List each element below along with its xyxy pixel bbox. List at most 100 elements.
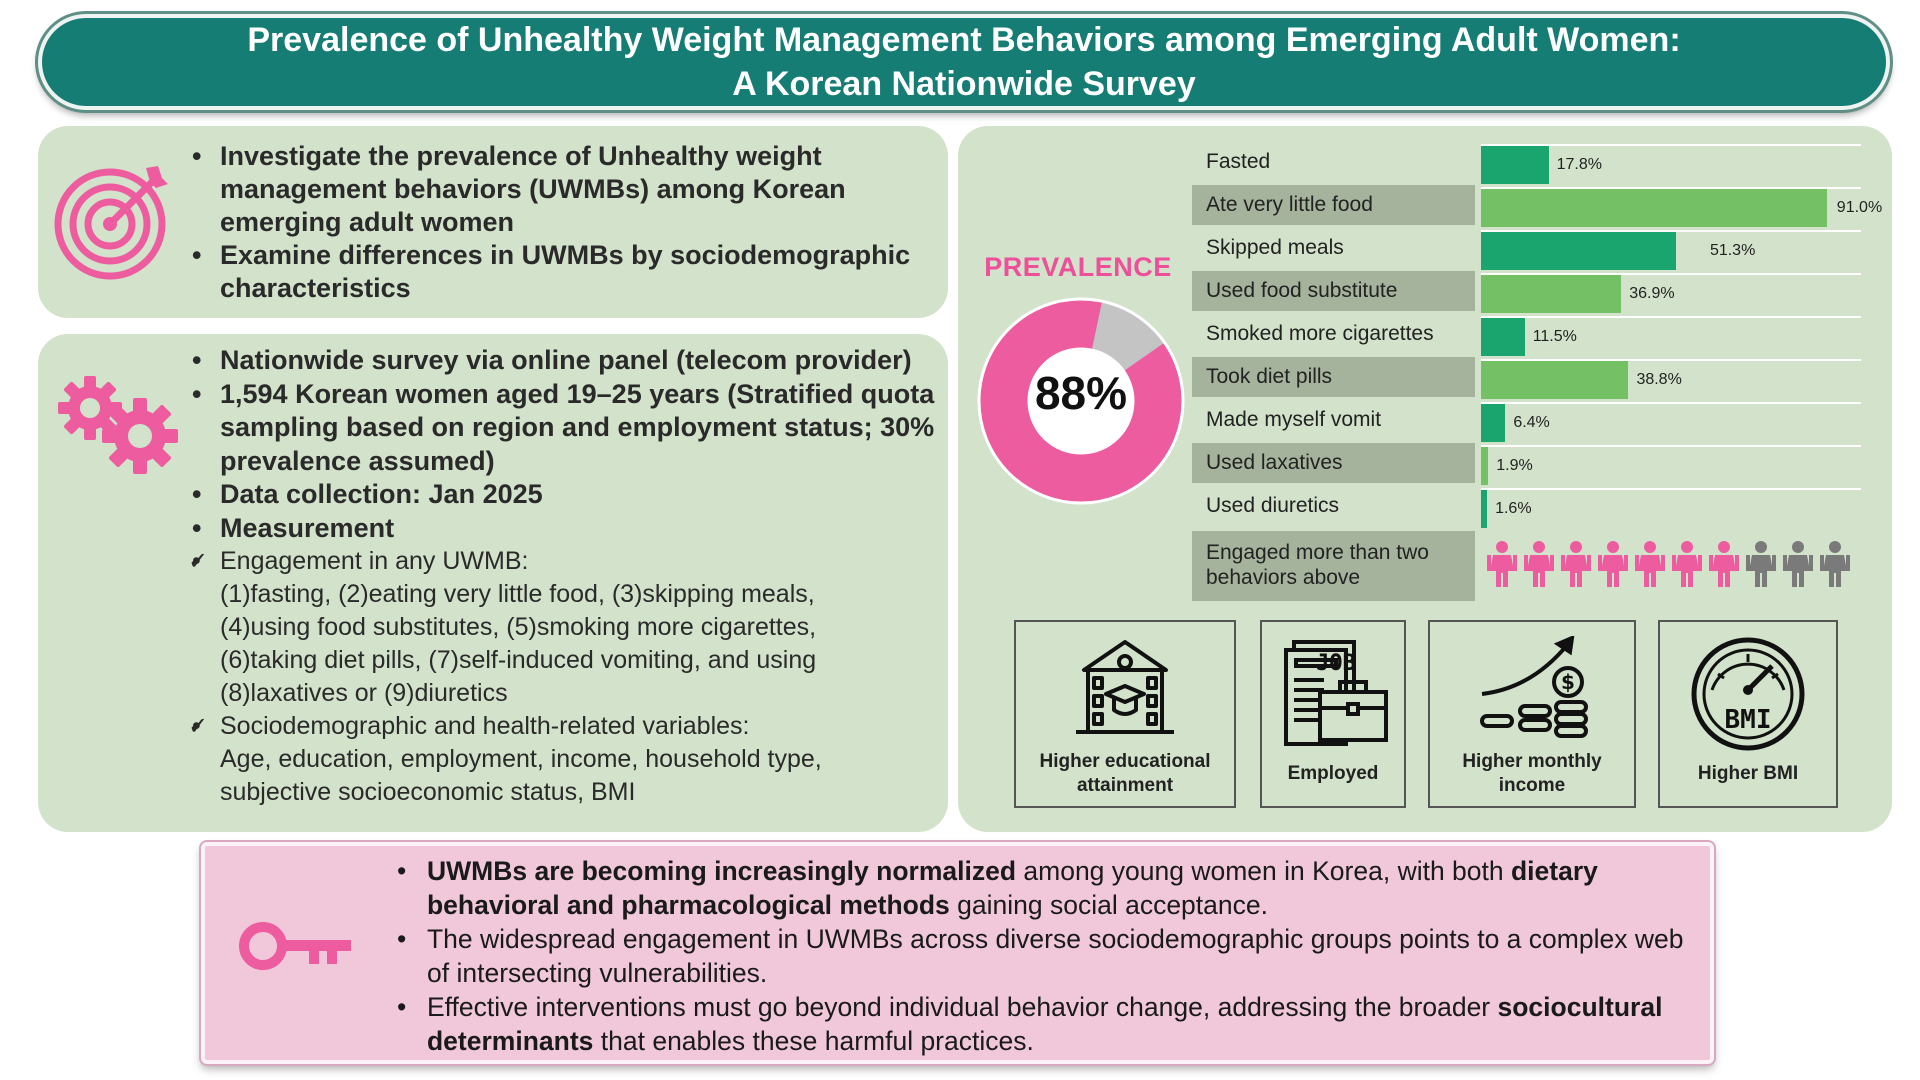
prevalence-value: 88%	[1034, 367, 1128, 419]
behavior-label: Used diuretics	[1206, 494, 1340, 517]
factor-label: Higher educational attainment	[1016, 750, 1234, 798]
multi-behavior-row: Engaged more than two behaviors above	[1192, 531, 1882, 601]
behavior-label: Used food substitute	[1192, 271, 1475, 311]
behavior-label: Used laxatives	[1192, 443, 1475, 483]
method-item: Data collection: Jan 2025	[188, 478, 938, 512]
measurement-list: ✓ Engagement in any UWMB: (1)fasting, (2…	[188, 545, 938, 809]
donut-hole	[1027, 347, 1135, 455]
behavior-value-label: 11.5%	[1532, 328, 1577, 345]
gears-icon	[58, 376, 178, 474]
behavior-bar	[1481, 189, 1827, 227]
objectives-panel: Investigate the prevalence of Unhealthy …	[38, 126, 948, 318]
behavior-bar	[1481, 490, 1488, 528]
behavior-bar-track: 1.9%	[1481, 445, 1861, 485]
behavior-value-label: 91.0%	[1836, 199, 1883, 216]
donut-ring-outline	[977, 297, 1185, 505]
conclusion-text: among young women in Korea, with both	[1016, 856, 1511, 886]
behavior-row: Made myself vomit 6.4%	[1192, 400, 1882, 443]
behavior-bar-track: 38.8%	[1481, 359, 1861, 399]
conclusion-panel: UWMBs are becoming increasingly normaliz…	[201, 842, 1714, 1064]
prevalence-label: PREVALENCE	[984, 252, 1172, 282]
results-panel: PREVALENCE 88% Fasted 17.8% Ate very littl…	[958, 126, 1892, 832]
income-growth-icon: $	[1480, 636, 1588, 738]
behavior-bar	[1481, 318, 1525, 356]
conclusion-text: gaining social acceptance.	[949, 890, 1268, 920]
check-icon: ✓	[188, 713, 209, 740]
title-banner: Prevalence of Unhealthy Weight Managemen…	[38, 14, 1890, 110]
measurement-item: ✓ Engagement in any UWMB: (1)fasting, (2…	[188, 545, 938, 710]
behavior-row: Used diuretics 1.6%	[1192, 486, 1882, 529]
measurement-heading: Measurement	[220, 512, 395, 543]
conclusion-text: Effective interventions must go beyond i…	[427, 992, 1498, 1022]
donut-prevalence-arc	[979, 299, 1183, 503]
behavior-label: Skipped meals	[1206, 236, 1344, 259]
measurement-item-line: (6)taking diet pills, (7)self-induced vo…	[220, 646, 817, 674]
behavior-bar	[1481, 361, 1629, 399]
behavior-value-label: 6.4%	[1513, 414, 1550, 431]
behavior-bar	[1481, 275, 1622, 313]
measurement-item-line: subjective socioeconomic status, BMI	[220, 778, 636, 806]
method-item: Measurement ✓ Engagement in any UWMB: (1…	[188, 512, 938, 810]
conclusion-emphasis: dietary behavioral and pharmacological m…	[427, 856, 1598, 920]
behavior-label: Fasted	[1206, 150, 1271, 173]
method-item: Nationwide survey via online panel (tele…	[188, 344, 938, 378]
factor-label-line: Higher educational	[1039, 751, 1211, 772]
behavior-bar	[1481, 232, 1676, 270]
people-icon-array	[1484, 541, 1864, 596]
prevalence-donut-chart	[977, 297, 1185, 505]
behavior-row: Ate very little food 91.0%	[1192, 185, 1882, 228]
objective-item: Investigate the prevalence of Unhealthy …	[188, 140, 938, 239]
page-title: Prevalence of Unhealthy Weight Managemen…	[184, 18, 1744, 106]
behavior-bar-track: 36.9%	[1481, 273, 1861, 313]
measurement-item-heading: Engagement in any UWMB:	[220, 547, 529, 575]
behavior-value-label: 17.8%	[1556, 156, 1602, 173]
measurement-item-line: (8)laxatives or (9)diuretics	[220, 679, 508, 707]
behavior-row: Used laxatives 1.9%	[1192, 443, 1882, 486]
objectives-list: Investigate the prevalence of Unhealthy …	[188, 140, 938, 305]
behavior-bar-track: 51.3%	[1481, 230, 1861, 270]
person-icon	[1635, 541, 1665, 587]
multi-behavior-label: Engaged more than two behaviors above	[1192, 531, 1475, 601]
factor-label-line: attainment	[1076, 775, 1174, 796]
behavior-bar-track: 6.4%	[1481, 402, 1861, 442]
person-icon	[1598, 541, 1628, 587]
factor-education: Higher educational attainment	[1014, 620, 1236, 808]
title-line-1: Prevalence of Unhealthy Weight Managemen…	[247, 21, 1681, 59]
behavior-label: Ate very little food	[1192, 185, 1475, 225]
behavior-bar-track: 17.8%	[1481, 144, 1861, 184]
person-icon	[1672, 541, 1702, 587]
factor-label-line: Employed	[1287, 763, 1379, 784]
method-item: 1,594 Korean women aged 19–25 years (Str…	[188, 378, 938, 479]
behavior-bar-chart: Fasted 17.8% Ate very little food 91.0% Skip…	[1192, 142, 1882, 529]
behavior-row: Skipped meals 51.3%	[1192, 228, 1882, 271]
behavior-bar-track: 1.6%	[1481, 488, 1861, 528]
target-icon	[54, 166, 168, 280]
job-briefcase-icon: JOB	[1284, 640, 1388, 746]
conclusion-list: UWMBs are becoming increasingly normaliz…	[393, 854, 1693, 1058]
behavior-row: Smoked more cigarettes 11.5%	[1192, 314, 1882, 357]
measurement-item-line: Age, education, employment, income, hous…	[220, 745, 822, 773]
conclusion-item: UWMBs are becoming increasingly normaliz…	[393, 854, 1693, 922]
person-icon	[1561, 541, 1591, 587]
factor-label: Higher monthly income	[1430, 750, 1634, 798]
person-icon	[1487, 541, 1517, 587]
key-icon	[239, 922, 351, 970]
title-line-2: A Korean Nationwide Survey	[732, 65, 1196, 103]
behavior-value-label: 1.9%	[1496, 457, 1533, 474]
school-icon	[1076, 640, 1174, 734]
conclusion-emphasis: UWMBs are becoming increasingly normaliz…	[427, 856, 1017, 886]
factor-label: Higher BMI	[1660, 762, 1836, 786]
check-icon: ✓	[188, 548, 209, 575]
person-icon	[1820, 541, 1850, 587]
person-icon	[1709, 541, 1739, 587]
bmi-gauge-icon: BMI	[1691, 637, 1805, 751]
factor-label-line: Higher monthly	[1462, 751, 1602, 772]
behavior-value-label: 1.6%	[1495, 500, 1532, 517]
measurement-item: ✓ Sociodemographic and health-related va…	[188, 710, 938, 809]
conclusion-item: The widespread engagement in UWMBs acros…	[393, 922, 1693, 990]
behavior-label: Made myself vomit	[1206, 408, 1382, 431]
methods-panel: Nationwide survey via online panel (tele…	[38, 334, 948, 832]
factor-employment: JOB Employed	[1260, 620, 1406, 808]
behavior-bar	[1481, 404, 1506, 442]
conclusion-emphasis: sociocultural determinants	[427, 992, 1663, 1056]
